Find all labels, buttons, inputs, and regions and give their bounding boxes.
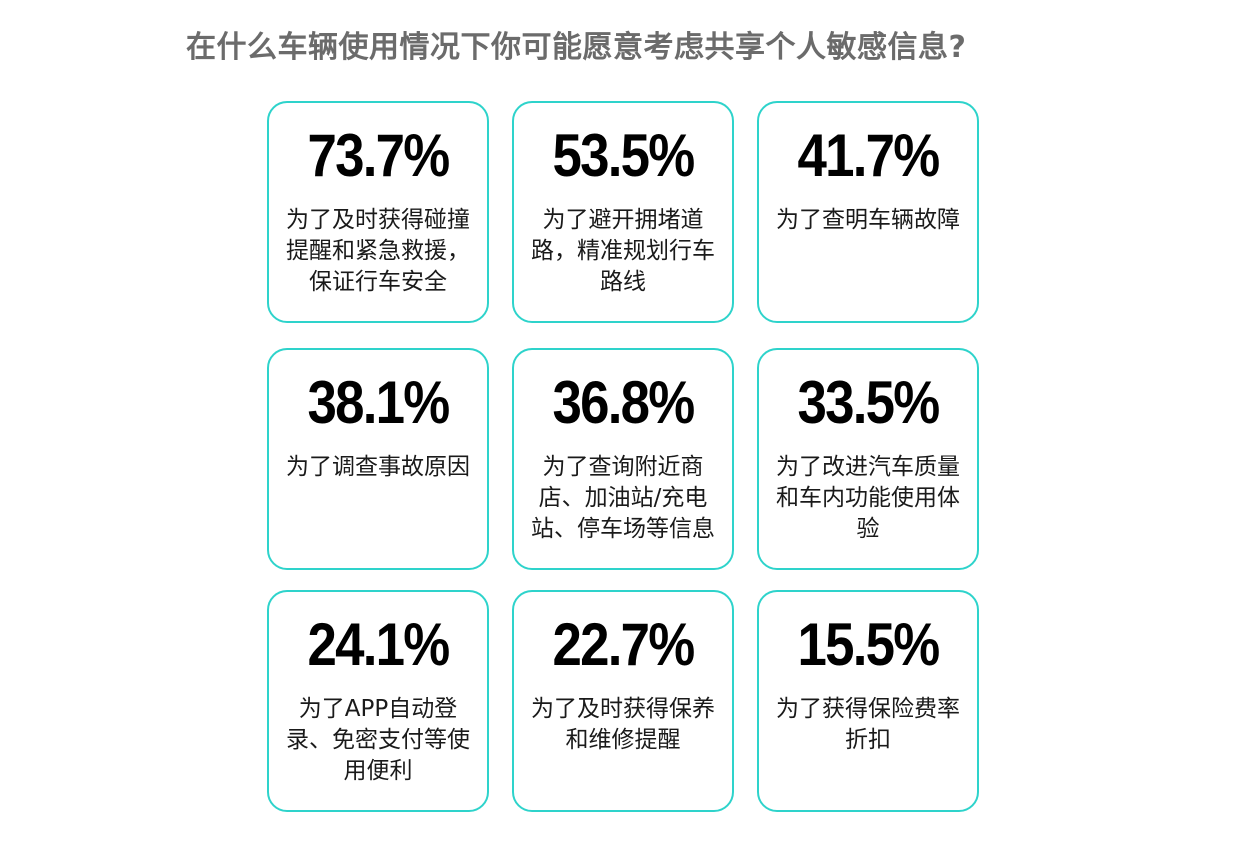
stat-percentage: 41.7% <box>797 122 941 189</box>
stat-card: 53.5% 为了避开拥堵道路，精准规划行车路线 <box>512 101 734 323</box>
stat-description: 为了避开拥堵道路，精准规划行车路线 <box>531 207 715 295</box>
stat-card: 73.7% 为了及时获得碰撞提醒和紧急救援，保证行车安全 <box>267 101 489 323</box>
stat-card: 33.5% 为了改进汽车质量和车内功能使用体验 <box>757 348 979 570</box>
stat-percentage: 73.7% <box>307 122 451 189</box>
stat-description: 为了及时获得碰撞提醒和紧急救援，保证行车安全 <box>286 207 470 295</box>
stat-description: 为了查明车辆故障 <box>776 207 960 233</box>
stat-description: 为了查询附近商店、加油站/充电站、停车场等信息 <box>531 454 715 542</box>
stat-card: 22.7% 为了及时获得保养和维修提醒 <box>512 590 734 812</box>
stat-description: 为了获得保险费率折扣 <box>776 696 960 753</box>
stat-card: 38.1% 为了调查事故原因 <box>267 348 489 570</box>
stat-percentage: 15.5% <box>797 611 941 678</box>
stat-description: 为了APP自动登录、免密支付等使用便利 <box>286 696 470 784</box>
stat-card: 15.5% 为了获得保险费率折扣 <box>757 590 979 812</box>
stat-description: 为了及时获得保养和维修提醒 <box>531 696 715 753</box>
stat-description: 为了调查事故原因 <box>286 454 470 480</box>
stat-percentage: 33.5% <box>797 369 941 436</box>
stat-card: 24.1% 为了APP自动登录、免密支付等使用便利 <box>267 590 489 812</box>
stat-card: 41.7% 为了查明车辆故障 <box>757 101 979 323</box>
stat-percentage: 24.1% <box>307 611 451 678</box>
stat-description: 为了改进汽车质量和车内功能使用体验 <box>776 454 960 542</box>
stat-percentage: 36.8% <box>552 369 696 436</box>
stat-percentage: 53.5% <box>552 122 696 189</box>
stat-percentage: 38.1% <box>307 369 451 436</box>
stat-card: 36.8% 为了查询附近商店、加油站/充电站、停车场等信息 <box>512 348 734 570</box>
chart-title: 在什么车辆使用情况下你可能愿意考虑共享个人敏感信息? <box>186 30 967 65</box>
stat-percentage: 22.7% <box>552 611 696 678</box>
